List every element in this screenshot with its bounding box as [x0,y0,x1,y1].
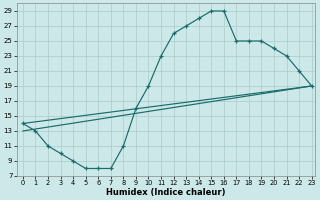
X-axis label: Humidex (Indice chaleur): Humidex (Indice chaleur) [106,188,226,197]
